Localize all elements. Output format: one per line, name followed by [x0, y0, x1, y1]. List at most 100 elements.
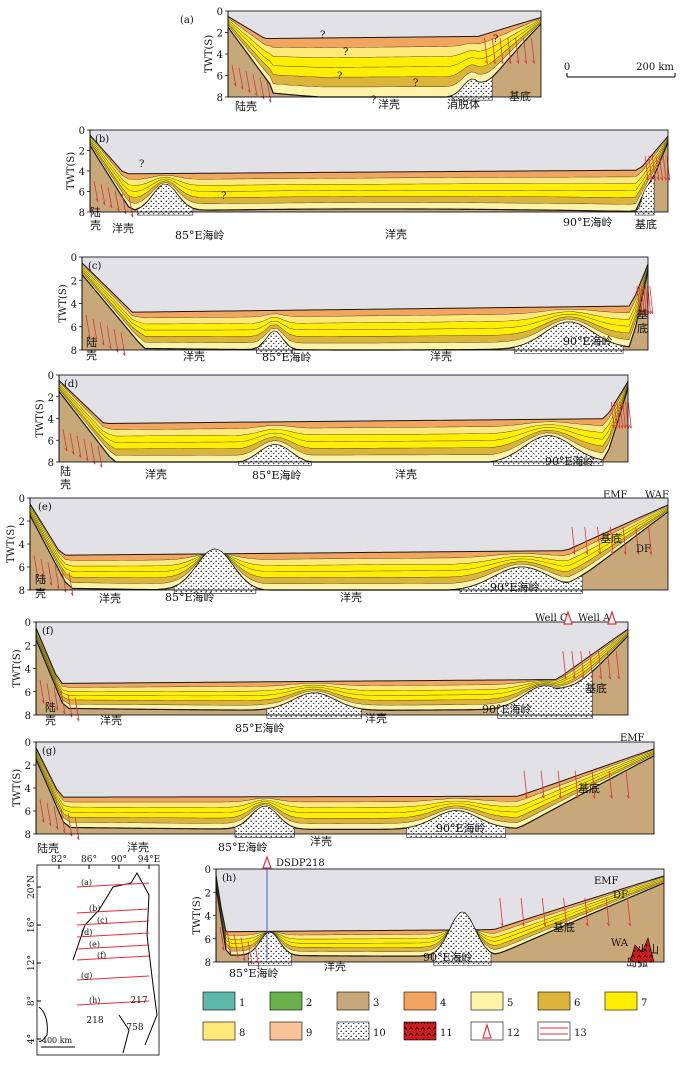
fault-line	[47, 562, 53, 586]
fault-line	[563, 898, 567, 927]
sediment-layer	[228, 22, 541, 98]
sediment-layer	[30, 509, 668, 584]
label-90e-ridge: 90°E海岭	[482, 702, 532, 716]
label-continental-crust-2: 壳	[90, 218, 101, 232]
fault-line	[240, 937, 246, 962]
map-profile-line	[76, 944, 150, 950]
y-tick-label: 4	[217, 50, 223, 61]
label-emf: EMF	[594, 876, 619, 887]
y-tick-label: 2	[25, 641, 31, 652]
fault-line	[589, 651, 593, 680]
fault-line	[598, 651, 602, 680]
sediment-layer	[59, 380, 628, 430]
map-profile-line	[76, 975, 150, 981]
seafloor-line	[35, 747, 655, 798]
fault-line	[584, 898, 589, 927]
label-basement-2: 底	[637, 321, 648, 335]
sediment-layer	[90, 140, 668, 205]
legend-label: 5	[507, 998, 513, 1009]
legend: 1 2 3 4 5 6 78 9 10 11 12 13	[202, 991, 647, 1041]
map-frame	[36, 864, 160, 1056]
label-oceanic-crust-2: 洋壳	[340, 590, 362, 604]
label-oceanic-crust: 洋壳	[378, 97, 400, 111]
legend-well-icon	[482, 1022, 492, 1039]
fault-line	[120, 332, 126, 357]
sediment-layer	[90, 141, 668, 212]
label-accretionary-body: 消脱体	[447, 97, 480, 111]
map-lat-label: 20°N	[27, 875, 37, 899]
legend-label: 6	[574, 998, 580, 1009]
sediment-layer	[30, 508, 668, 578]
fault-line	[613, 402, 618, 429]
legend-label: 12	[507, 1028, 520, 1039]
uncertain-mark: ?	[493, 34, 498, 45]
y-tick-label: 0	[205, 865, 211, 876]
y-tick-label: 4	[25, 784, 31, 795]
map-profile-label: (a)	[81, 878, 92, 887]
label-basement: 基	[637, 308, 648, 321]
legend-swatch	[202, 991, 236, 1011]
label-90e-ridge: 90°E海岭	[563, 334, 613, 348]
y-tick-label: 8	[25, 830, 31, 841]
y-axis-label: TWT(S)	[12, 649, 23, 687]
sediment-layer	[228, 21, 541, 88]
fault-line	[615, 651, 620, 680]
volcanic-arc	[629, 937, 655, 963]
scale-zero: 0	[564, 62, 570, 73]
sediment-layer	[82, 266, 648, 331]
y-tick-label: 4	[79, 167, 85, 178]
y-tick-label: 8	[205, 958, 211, 969]
legend-swatch	[470, 991, 504, 1011]
label-continental-crust-2: 壳	[86, 348, 97, 362]
map-lon-label: 82°	[51, 855, 67, 865]
map-profile-label: (d)	[81, 928, 92, 937]
legend-swatch	[336, 1021, 370, 1041]
label-well-c: Well C	[535, 613, 568, 624]
seafloor-line	[81, 262, 649, 313]
y-tick-label: 0	[25, 618, 31, 629]
label-continental-crust: 陆壳	[235, 99, 257, 113]
fault-line	[659, 155, 663, 181]
fault-line	[616, 402, 621, 429]
fault-line	[627, 402, 632, 429]
well-marker-icon	[262, 855, 272, 869]
volcanic-ridge	[173, 548, 257, 594]
section-tag: (b)	[95, 134, 109, 145]
label-85e-ridge: 85°E海岭	[252, 468, 302, 482]
fault-line	[46, 683, 52, 708]
uncertain-mark: ?	[371, 95, 376, 106]
y-axis-label: TWT(S)	[12, 769, 23, 807]
y-tick-label: 0	[71, 253, 77, 264]
label-basement: 基底	[635, 217, 657, 231]
fault-line	[574, 770, 579, 799]
fault-line	[636, 286, 641, 315]
fault-line	[605, 898, 610, 927]
volcanic-ridge	[493, 435, 604, 466]
fault-line	[60, 809, 66, 834]
label-85e-ridge: 85°E海岭	[229, 966, 279, 980]
y-tick-label: 0	[48, 371, 54, 382]
legend-label: 10	[373, 1028, 386, 1039]
y-tick-label: 0	[217, 7, 223, 18]
fault-line	[610, 402, 615, 429]
map-profile-label: (c)	[97, 916, 108, 925]
fault-line	[608, 770, 613, 799]
label-85e-ridge: 85°E海岭	[175, 228, 225, 242]
fault-line	[571, 526, 576, 555]
section-tag: (f)	[42, 626, 54, 637]
fault-line	[100, 184, 106, 206]
label-oceanic-crust: 洋壳	[324, 959, 346, 973]
sediment-layer	[82, 267, 648, 337]
seafloor-line	[35, 627, 629, 684]
fault-line	[635, 526, 640, 555]
label-continental-crust-2: 壳	[35, 586, 46, 600]
sediment-layer	[228, 19, 541, 68]
map-lat-label: 16°	[27, 917, 37, 933]
fault-line	[640, 286, 645, 315]
label-emf: EMF	[603, 490, 628, 501]
fault-line	[609, 526, 614, 555]
sediment-layer	[59, 383, 628, 443]
fault-line	[649, 286, 654, 315]
y-tick-label: 4	[25, 665, 31, 676]
